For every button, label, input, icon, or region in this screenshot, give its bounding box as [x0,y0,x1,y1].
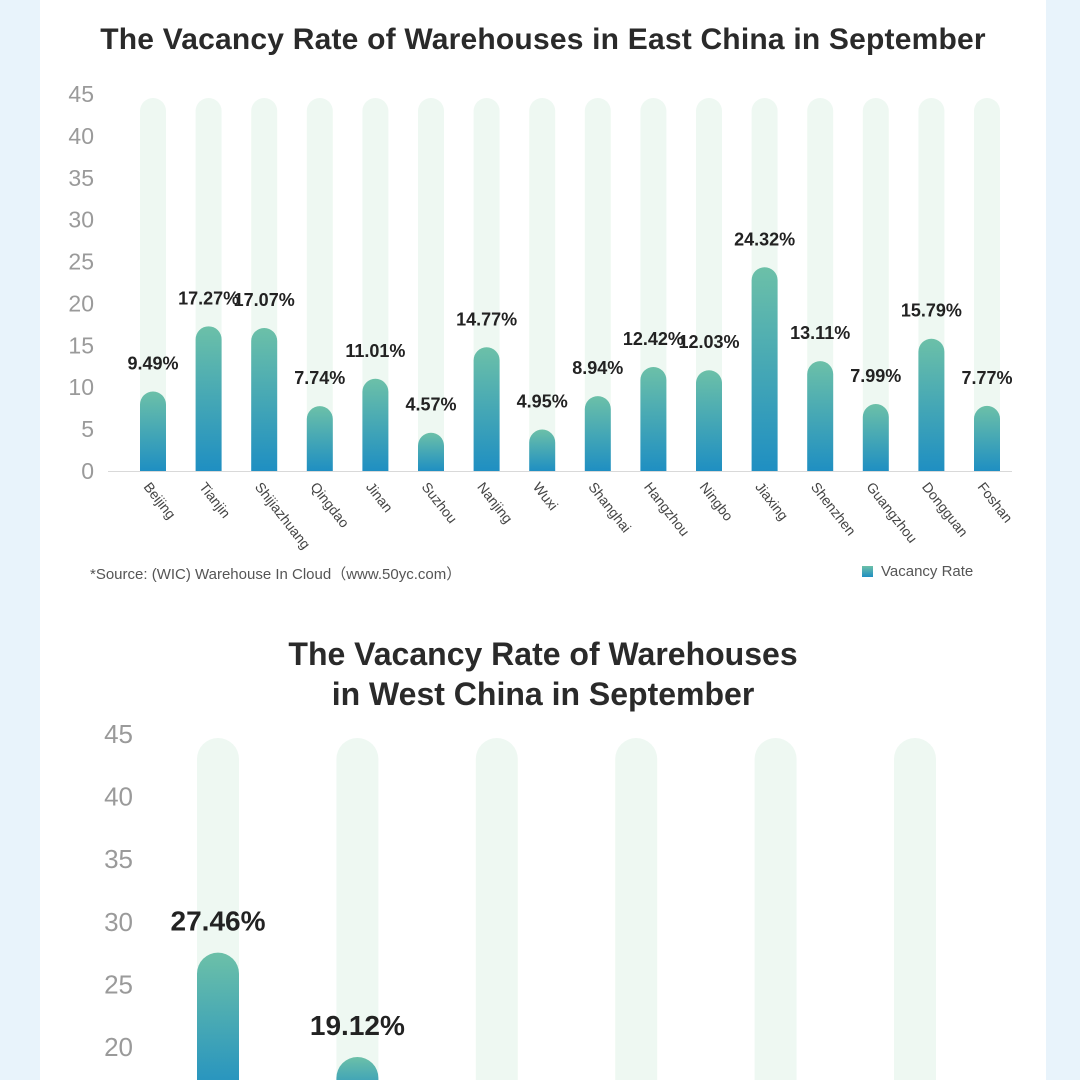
bar [918,338,945,471]
data-label: 13.11% [790,323,850,343]
data-label: 8.94% [572,358,623,378]
y-tick-label: 20 [104,1032,133,1062]
bar [197,952,239,1080]
data-label: 27.46% [171,906,266,937]
y-tick-label: 30 [104,907,133,937]
y-tick-label: 35 [68,165,94,191]
data-label: 7.99% [850,366,901,386]
data-label: 12.42% [623,329,684,349]
y-tick-label: 15 [68,332,94,358]
y-tick-label: 45 [104,719,133,749]
y-tick-label: 5 [81,416,94,442]
y-tick-label: 40 [104,782,133,812]
bar [336,1057,379,1080]
bar [807,361,834,471]
bar-track [362,98,389,471]
bar [696,370,722,471]
data-label: 15.79% [901,301,962,321]
bar [362,378,389,471]
bar-track [974,98,1000,471]
bar-track [475,738,518,1080]
west-chart-title: The Vacancy Rate of Warehouses in West C… [40,634,1046,714]
bar [862,404,889,471]
west-china-bar-chart: 20 25 30 35 40 45 27.46% 19.12% [104,719,936,1080]
legend-swatch [862,566,873,577]
bar [251,327,278,471]
y-tick-label: 25 [68,249,94,275]
bar-track [754,738,797,1080]
east-china-bar-chart: 0510152025303540459.49%Beijing17.27%Tian… [68,81,1016,552]
bar [974,405,1000,471]
y-tick-label: 20 [68,290,94,316]
bar [195,326,222,471]
data-label: 7.77% [961,368,1012,388]
data-label: 24.32% [734,229,795,249]
data-label: 19.12% [310,1010,405,1041]
bar-track [336,738,379,1080]
bar-track [584,98,611,471]
y-tick-label: 10 [68,374,94,400]
infographic-page: The Vacancy Rate of Warehouses in East C… [40,0,1046,1080]
bar [140,391,166,471]
bar-track [862,98,889,471]
y-tick-label: 30 [68,207,94,233]
bar [529,429,556,471]
data-label: 4.95% [517,392,568,412]
bar [418,432,444,471]
data-label: 17.07% [234,290,295,310]
data-label: 9.49% [127,353,178,373]
bar-track [894,738,936,1080]
legend: Vacancy Rate [862,563,973,580]
bar [640,366,667,471]
source-note: *Source: (WIC) Warehouse In Cloud（www.50… [90,566,462,583]
bar-track [529,98,556,471]
data-label: 4.57% [405,395,456,415]
data-label: 14.77% [456,309,517,329]
bar-track [140,98,166,471]
y-tick-label: 0 [81,458,94,484]
y-tick-label: 35 [104,844,133,874]
east-chart-title: The Vacancy Rate of Warehouses in East C… [100,23,986,56]
data-label: 12.03% [678,332,739,352]
bar [306,406,333,471]
data-label: 17.27% [178,288,239,308]
data-label: 11.01% [345,341,405,361]
y-tick-label: 40 [68,123,94,149]
legend-label: Vacancy Rate [881,563,974,580]
bar [473,347,500,471]
west-title-line-2: in West China in September [331,676,755,712]
y-tick-label: 25 [104,969,133,999]
bar [751,267,778,471]
bar-track [615,738,658,1080]
bar-track [418,98,444,471]
west-title-line-1: The Vacancy Rate of Warehouses [288,636,798,672]
data-label: 7.74% [294,368,345,388]
bar-track [306,98,333,471]
y-tick-label: 45 [68,81,94,107]
bar [584,396,611,471]
